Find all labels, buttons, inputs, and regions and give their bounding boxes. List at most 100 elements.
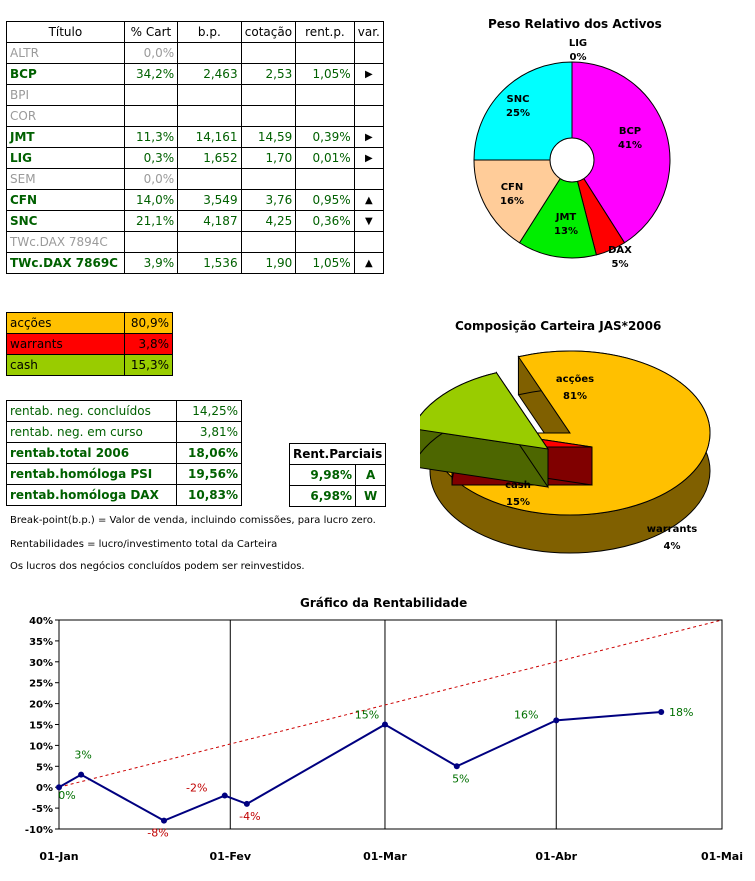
asset-bp bbox=[177, 168, 242, 190]
asset-cotacao bbox=[240, 231, 297, 253]
pie1-label-jmt: JMT 13% bbox=[554, 212, 578, 237]
pie2-label-0: acções 81% bbox=[556, 374, 594, 402]
plot-area bbox=[58, 619, 723, 830]
asset-cotacao: 1,70 bbox=[240, 147, 297, 169]
asset-var: ▶ bbox=[353, 126, 385, 148]
portfolio-row: JMT 11,3% 14,161 14,59 0,39% ▶ bbox=[6, 126, 385, 148]
returns-point bbox=[221, 792, 228, 799]
doughnut-hole bbox=[549, 137, 595, 183]
svg-text:81%: 81% bbox=[563, 391, 587, 402]
asset-var: ▲ bbox=[353, 189, 385, 211]
returns-point bbox=[160, 817, 167, 824]
svg-text:cash: cash bbox=[505, 480, 531, 491]
svg-text:15%: 15% bbox=[506, 497, 530, 508]
portfolio-table: Título % Cart b.p. cotação rent.p. var. … bbox=[6, 21, 385, 274]
returns-label: rentab. neg. concluídos bbox=[6, 400, 177, 422]
asset-name: CFN bbox=[6, 189, 125, 211]
asset-bp bbox=[177, 42, 242, 64]
returns-table: rentab. neg. concluídos 14,25% rentab. neg… bbox=[6, 400, 242, 506]
asset-name: SNC bbox=[6, 210, 125, 232]
portfolio-row: BCP 34,2% 2,463 2,53 1,05% ▶ bbox=[6, 63, 385, 85]
returns-data-label: 5% bbox=[452, 772, 469, 785]
returns-point bbox=[381, 721, 388, 728]
asset-pct: 14,0% bbox=[123, 189, 179, 211]
allocation-row: cash 15,3% bbox=[6, 354, 173, 376]
asset-bp: 3,549 bbox=[177, 189, 242, 211]
returns-data-label: 16% bbox=[514, 708, 538, 721]
asset-name: BPI bbox=[6, 84, 125, 106]
svg-text:LIG: LIG bbox=[569, 38, 587, 49]
portfolio-row: TWc.DAX 7894C bbox=[6, 231, 385, 253]
pie2-title: Composição Carteira JAS*2006 bbox=[455, 319, 662, 333]
note-break-point: Break-point(b.p.) = Valor de venda, incl… bbox=[10, 515, 376, 526]
svg-text:5%: 5% bbox=[612, 259, 629, 270]
pie1-title: Peso Relativo dos Activos bbox=[488, 17, 662, 31]
svg-text:16%: 16% bbox=[500, 196, 524, 207]
returns-row: rentab.homóloga PSI 19,56% bbox=[6, 463, 242, 485]
returns-value: 3,81% bbox=[176, 421, 242, 443]
asset-name: SEM bbox=[6, 168, 125, 190]
pie2-label-1: warrants 4% bbox=[647, 524, 697, 552]
portfolio-row: BPI bbox=[6, 84, 385, 106]
svg-text:DAX: DAX bbox=[608, 245, 632, 256]
asset-rent bbox=[295, 231, 355, 253]
returns-point bbox=[243, 800, 250, 807]
y-tick-label: 40% bbox=[29, 616, 53, 627]
pie1-label-cfn: CFN 16% bbox=[500, 182, 524, 207]
asset-name: COR bbox=[6, 105, 125, 127]
asset-var bbox=[353, 231, 385, 253]
svg-text:4%: 4% bbox=[664, 541, 681, 552]
asset-rent: 1,05% bbox=[295, 63, 355, 85]
returns-point bbox=[56, 784, 62, 791]
returns-value: 10,83% bbox=[176, 484, 242, 506]
svg-text:BCP: BCP bbox=[619, 126, 641, 137]
portfolio-row: SEM 0,0% bbox=[6, 168, 385, 190]
pie1-label-bcp: BCP 41% bbox=[618, 126, 642, 151]
svg-text:SNC: SNC bbox=[507, 94, 530, 105]
allocation-label: cash bbox=[6, 354, 125, 376]
svg-text:41%: 41% bbox=[618, 140, 642, 151]
x-tick-label: 01-Jan bbox=[39, 850, 78, 863]
returns-data-label: 18% bbox=[669, 706, 693, 719]
asset-cotacao: 4,25 bbox=[240, 210, 297, 232]
asset-pct: 34,2% bbox=[123, 63, 179, 85]
partial-return-letter: A bbox=[354, 464, 387, 486]
returns-value: 14,25% bbox=[176, 400, 242, 422]
portfolio-header-row: Título % Cart b.p. cotação rent.p. var. bbox=[6, 21, 385, 43]
asset-pct: 0,0% bbox=[123, 42, 179, 64]
x-tick-label: 01-Abr bbox=[535, 850, 577, 863]
pie2-label-2: cash 15% bbox=[505, 480, 531, 508]
asset-var: ▼ bbox=[353, 210, 385, 232]
svg-text:JMT: JMT bbox=[555, 212, 577, 223]
asset-cotacao bbox=[240, 105, 297, 127]
col-rent-p: rent.p. bbox=[295, 21, 355, 43]
returns-row: rentab. neg. concluídos 14,25% bbox=[6, 400, 242, 422]
returns-point bbox=[78, 771, 85, 778]
asset-rent: 0,36% bbox=[295, 210, 355, 232]
asset-rent bbox=[295, 42, 355, 64]
asset-rent bbox=[295, 84, 355, 106]
svg-text:0%: 0% bbox=[570, 52, 587, 63]
y-tick-label: 35% bbox=[29, 637, 53, 648]
svg-text:13%: 13% bbox=[554, 226, 578, 237]
asset-pct: 3,9% bbox=[123, 252, 179, 274]
asset-rent: 0,01% bbox=[295, 147, 355, 169]
y-tick-label: 20% bbox=[29, 700, 53, 711]
partial-return-value: 9,98% bbox=[289, 464, 356, 486]
x-tick-label: 01-Mai bbox=[701, 850, 743, 863]
partial-return-value: 6,98% bbox=[289, 485, 356, 507]
partial-return-letter: W bbox=[354, 485, 387, 507]
asset-var bbox=[353, 42, 385, 64]
returns-value: 18,06% bbox=[176, 442, 242, 464]
returns-data-label: -8% bbox=[147, 827, 168, 840]
x-tick-label: 01-Fev bbox=[209, 850, 251, 863]
pie1-label-lig: LIG 0% bbox=[569, 38, 587, 63]
svg-text:25%: 25% bbox=[506, 108, 530, 119]
returns-data-label: -2% bbox=[186, 782, 207, 795]
y-tick-label: 0% bbox=[36, 783, 53, 794]
returns-label: rentab.homóloga DAX bbox=[6, 484, 177, 506]
asset-cotacao bbox=[240, 42, 297, 64]
y-tick-label: -10% bbox=[25, 825, 53, 836]
portfolio-row: LIG 0,3% 1,652 1,70 0,01% ▶ bbox=[6, 147, 385, 169]
partial-returns-table: Rent.Parciais 9,98% A 6,98% W bbox=[288, 443, 387, 507]
